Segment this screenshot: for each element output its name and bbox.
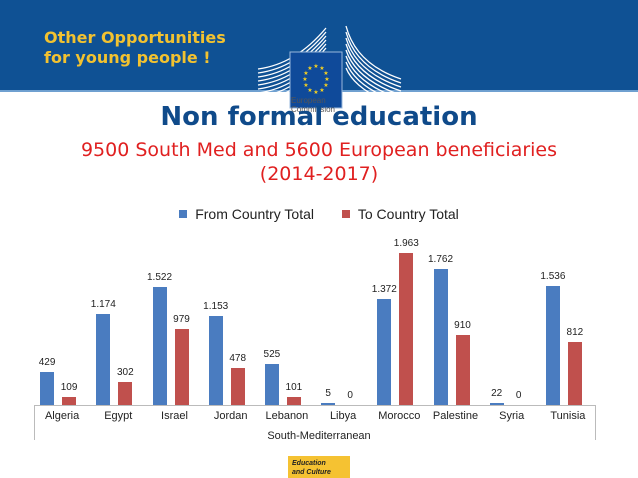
category-label: Morocco: [378, 410, 421, 422]
svg-text:★: ★: [324, 76, 329, 83]
svg-text:★: ★: [303, 82, 308, 89]
data-label: 22: [491, 388, 503, 399]
category-label: Tunisia: [550, 410, 586, 422]
svg-text:★: ★: [313, 89, 318, 96]
data-label: 5: [325, 388, 331, 399]
category-label: Lebanon: [265, 410, 309, 422]
data-label: 109: [60, 381, 78, 393]
data-label: 1.536: [540, 271, 566, 283]
data-label: 302: [116, 366, 134, 378]
svg-text:★: ★: [302, 76, 307, 83]
svg-text:★: ★: [307, 87, 312, 94]
badge-line2: and Culture: [292, 469, 331, 476]
category-label: Egypt: [104, 410, 133, 422]
subtitle: 9500 South Med and 5600 European benefic…: [0, 138, 638, 186]
data-label: 101: [285, 382, 303, 394]
bar-from: [208, 315, 223, 405]
bar-from: [545, 286, 560, 405]
bar-to: [118, 381, 133, 405]
category-label: Libya: [329, 410, 357, 422]
category-label: Jordan: [213, 410, 248, 422]
category-axis: [34, 405, 596, 440]
x-axis-group-label: South-Mediterranean: [267, 430, 371, 442]
legend-label-to: To Country Total: [357, 206, 459, 222]
data-label: 979: [173, 314, 190, 326]
svg-text:★: ★: [319, 87, 324, 94]
svg-text:★: ★: [323, 82, 328, 89]
chart-legend: From Country Total To Country Total: [0, 205, 638, 222]
category-label: Algeria: [44, 410, 80, 422]
data-label: 525: [263, 349, 281, 361]
bar-from: [96, 314, 111, 405]
legend-item-to: To Country Total: [341, 206, 459, 222]
bar-to: [286, 397, 301, 405]
logo-text-line1: European: [291, 96, 326, 105]
svg-text:★: ★: [313, 63, 318, 70]
european-commission-logo-icon: ★ ★★★ ★★★★ ★★★★: [257, 25, 402, 110]
bar-to: [174, 329, 189, 405]
svg-text:★: ★: [323, 70, 328, 77]
bar-from: [489, 403, 504, 405]
bar-to: [230, 367, 245, 405]
bar-to: [399, 253, 414, 405]
legend-item-from: From Country Total: [179, 206, 314, 222]
banner-title: Other Opportunities for young people !: [44, 28, 226, 68]
bar-from: [40, 371, 55, 405]
svg-text:★: ★: [303, 70, 308, 77]
data-label: 812: [566, 327, 584, 339]
banner-title-line2: for young people !: [44, 48, 211, 67]
bar-to: [62, 396, 77, 405]
bar-to: [567, 342, 582, 405]
bar-from: [321, 403, 336, 405]
subtitle-line2: (2014-2017): [259, 163, 379, 185]
bar-from: [433, 268, 448, 405]
bar-from: [264, 364, 279, 405]
legend-swatch-from: [179, 210, 188, 218]
bar-to: [455, 334, 470, 405]
legend-swatch-to: [341, 210, 350, 218]
data-label: 1.372: [371, 283, 397, 295]
category-label: Israel: [161, 410, 188, 422]
bar-from: [377, 298, 392, 405]
banner-title-line1: Other Opportunities: [44, 28, 226, 47]
svg-text:★: ★: [319, 65, 324, 72]
category-label: Syria: [499, 410, 525, 422]
data-label: 0: [347, 390, 353, 401]
bar-from: [152, 287, 167, 405]
data-label: 1.174: [90, 299, 116, 311]
badge-line1: Education: [292, 460, 326, 467]
education-culture-badge: Education and Culture: [288, 456, 350, 478]
legend-label-from: From Country Total: [195, 206, 314, 222]
data-label: 1.522: [146, 272, 173, 284]
data-label: 910: [454, 319, 471, 331]
category-label: Palestine: [432, 410, 479, 422]
data-label: 429: [38, 356, 56, 368]
subtitle-line1: 9500 South Med and 5600 European benefic…: [80, 139, 558, 161]
data-label: 1.762: [427, 253, 454, 265]
data-label: 0: [515, 390, 522, 401]
svg-text:★: ★: [307, 65, 312, 72]
page-title: Non formal education: [160, 102, 478, 132]
data-label: 478: [229, 352, 247, 364]
data-label: 1.963: [393, 238, 419, 249]
logo-text-line2: Commission: [291, 105, 336, 114]
logo-text: European Commission: [291, 96, 335, 114]
data-label: 1.153: [203, 300, 229, 312]
